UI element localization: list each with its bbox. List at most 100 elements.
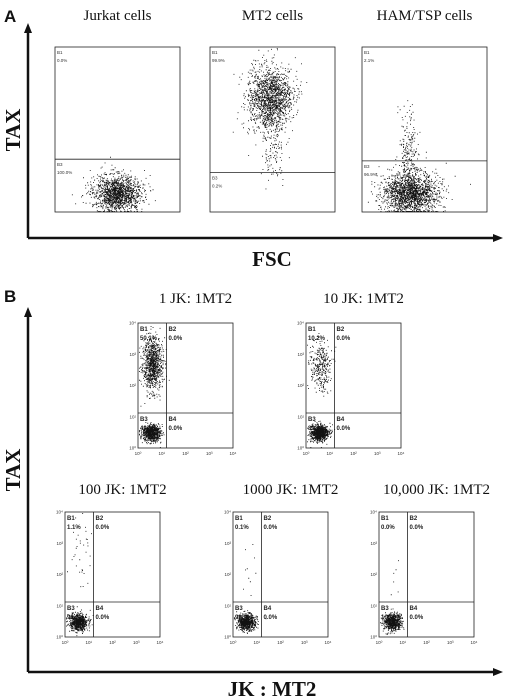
panel-b-x-tick-label: 10² (109, 640, 116, 645)
panel-b-quadrant-percent: 50.1% (140, 336, 158, 342)
panel-b-y-tick-label: 10⁰ (224, 635, 231, 640)
panel-b-y-tick-label: 10¹ (370, 603, 377, 608)
panel-b-plot-frame (137, 322, 234, 449)
panel-b-x-tick-label: 10² (182, 451, 189, 456)
panel-b-y-tick-label: 10¹ (129, 414, 136, 419)
panel-b-y-tick-label: 10⁰ (56, 635, 63, 640)
panel-b-quadrant-label: B4 (410, 606, 418, 612)
panel-b-quadrant-label: B3 (67, 606, 75, 612)
panel-a-gate-label: B3 (212, 175, 218, 180)
panel-b-x-tick-label: 10² (350, 451, 357, 456)
panel-b-quadrant-label: B1 (67, 516, 75, 522)
panel-a-gate-percent: 2.1% (364, 58, 374, 63)
panel-b-plot-title: 1 JK: 1MT2 (159, 291, 232, 307)
panel-b-y-tick-label: 10⁰ (370, 635, 377, 640)
panel-b-x-tick-label: 10⁴ (398, 451, 405, 456)
panel-b-x-label: JK : MT2 (228, 677, 317, 700)
panel-b-10-b3-events (307, 420, 336, 448)
panel-a-y-label: TAX (1, 109, 25, 152)
panel-b-quadrant-label: B2 (337, 327, 345, 333)
panel-b-quadrant-percent: 0.0% (169, 336, 183, 342)
panel-b-plot-frame (64, 511, 161, 638)
panel-a-gate-label: B3 (364, 164, 370, 169)
panel-b-plot-title: 10 JK: 1MT2 (323, 291, 404, 307)
panel-a-plot-title: HAM/TSP cells (377, 8, 473, 24)
panel-a-plot-title: MT2 cells (242, 8, 303, 24)
panel-b-quadrant-percent: 0.0% (96, 615, 110, 621)
panel-b-quadrant-percent: 1.1% (67, 525, 81, 531)
panel-b-quadrant-label: B2 (264, 516, 272, 522)
panel-b-quadrant-percent: 0.0% (410, 615, 424, 621)
panel-a-gate-percent: 0.0% (57, 58, 67, 63)
panel-b-x-tick-label: 10⁴ (157, 640, 164, 645)
panel-b-y-tick-label: 10¹ (224, 603, 231, 608)
panel-b-y-tick-label: 10⁴ (370, 510, 377, 515)
panel-b-y-tick-label: 10¹ (56, 603, 63, 608)
panel-b-quadrant-percent: 99.9% (235, 615, 253, 621)
panel-a-plot-frame (54, 46, 181, 213)
panel-b-y-tick-label: 10⁰ (297, 446, 304, 451)
panel-b-x-tick-label: 10³ (374, 451, 381, 456)
panel-b-y-tick-label: 10² (224, 572, 231, 577)
panel-a-gate-percent: 96.9% (364, 172, 377, 177)
panel-b-quadrant-percent: 0.0% (410, 525, 424, 531)
panel-b-100-b1-events (67, 513, 92, 608)
panel-b-y-tick-label: 10¹ (297, 414, 304, 419)
panel-b-x-tick-label: 10⁴ (471, 640, 478, 645)
panel-a-gate-label: B3 (57, 162, 63, 167)
panel-a-mt2-tail-events (253, 108, 290, 190)
panel-b-y-label: TAX (1, 449, 25, 492)
panel-b-plot-frame (305, 322, 402, 449)
panel-b-quadrant-label: B3 (235, 606, 243, 612)
panel-a-letter: A (4, 7, 16, 26)
panel-b-quadrant-label: B1 (381, 516, 389, 522)
panel-b-quadrant-label: B3 (381, 606, 389, 612)
panel-b-quadrant-label: B2 (410, 516, 418, 522)
panel-b-quadrant-label: B2 (169, 327, 177, 333)
panel-a-plot-title: Jurkat cells (84, 8, 152, 24)
panel-a-mt2-events (232, 48, 308, 157)
panel-b-quadrant-label: B3 (140, 417, 148, 423)
panel-a-gate-percent: 100.0% (57, 170, 72, 175)
panel-b-y-tick-label: 10² (297, 383, 304, 388)
panel-a-plot-frame (361, 46, 488, 213)
panel-b-y-tick-label: 10² (129, 383, 136, 388)
panel-b-x-tick-label: 10⁰ (135, 451, 142, 456)
panel-b-plot-title: 100 JK: 1MT2 (78, 482, 166, 498)
panel-b-quadrant-percent: 0.1% (235, 525, 249, 531)
panel-b-100-b3-events (66, 609, 94, 637)
panel-b-y-tick-label: 10² (370, 572, 377, 577)
panel-b-x-tick-label: 10¹ (158, 451, 165, 456)
panel-b-x-tick-label: 10³ (206, 451, 213, 456)
panel-b-plot-frame (232, 511, 329, 638)
panel-b-quadrant-label: B1 (308, 327, 316, 333)
panel-b-y-tick-label: 10⁴ (224, 510, 231, 515)
panel-a-x-label: FSC (252, 247, 292, 271)
panel-b-plot-title: 1000 JK: 1MT2 (243, 482, 339, 498)
panel-b-quadrant-label: B3 (308, 417, 316, 423)
panel-a-gate-percent: 99.9% (212, 58, 225, 63)
panel-b-quadrant-label: B1 (140, 327, 148, 333)
panel-b-y-tick-label: 10⁰ (129, 446, 136, 451)
panel-b-y-tick-label: 10⁴ (129, 321, 136, 326)
panel-b-1000-b3-events (234, 610, 267, 634)
panel-b-y-tick-label: 10³ (297, 352, 304, 357)
panel-b-x-tick-label: 10³ (133, 640, 140, 645)
panel-b-x-tick-label: 10⁴ (325, 640, 332, 645)
panel-b-plot-frame (378, 511, 475, 638)
panel-b-x-tick-label: 10⁰ (230, 640, 237, 645)
panel-a-gate-percent: 0.2% (212, 183, 222, 188)
panel-a-gate-label: B1 (57, 50, 63, 55)
panel-b-y-tick-label: 10³ (56, 541, 63, 546)
panel-b-10000-b3-events (380, 608, 405, 635)
panel-b-quadrant-label: B4 (169, 417, 177, 423)
plots-layer: Jurkat cells B1 0.0% B3 100.0% MT2 cells B1 99.… (54, 8, 490, 645)
panel-a-gate-label: B1 (364, 50, 370, 55)
panel-b-plot-title: 10,000 JK: 1MT2 (383, 482, 490, 498)
panel-b-x-tick-label: 10³ (447, 640, 454, 645)
panel-b-x-tick-label: 10¹ (326, 451, 333, 456)
panel-b-y-tick-label: 10⁴ (56, 510, 63, 515)
panel-b-1000-b1-events (243, 544, 257, 596)
panel-b-x-tick-label: 10² (277, 640, 284, 645)
